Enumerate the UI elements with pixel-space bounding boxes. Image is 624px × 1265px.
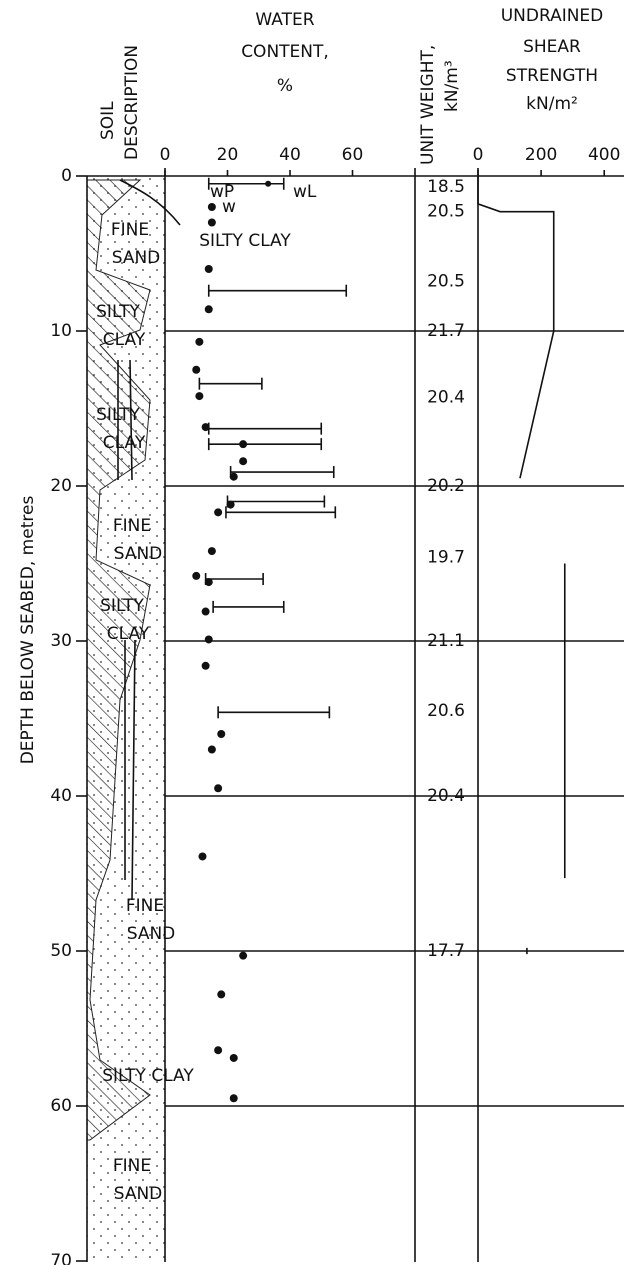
x-tick-label: 20 [217, 145, 239, 165]
soil-label: SILTY [100, 596, 144, 616]
water-point [192, 365, 201, 374]
header: CONTENT, [241, 42, 329, 62]
soil-label: FINE [111, 220, 149, 240]
soil-label: SAND [127, 924, 176, 944]
unit-weight: 19.7 [427, 547, 465, 567]
soil-label: FINE [126, 896, 164, 916]
y-tick-label: 60 [50, 1096, 72, 1116]
soil-label: SAND [114, 544, 163, 564]
unit-weight: 20.2 [427, 476, 465, 496]
water-point [204, 265, 213, 273]
unit-weight: 20.6 [427, 701, 465, 721]
water-point [201, 607, 210, 616]
water-point [201, 661, 210, 670]
soil-label: CLAY [107, 624, 150, 644]
water-point [239, 440, 248, 449]
unit-weight: 20.5 [427, 271, 465, 291]
y-tick-label: 10 [50, 321, 72, 341]
header: kN/m² [526, 94, 578, 114]
header: SOIL [98, 101, 118, 140]
unit-weight: 20.4 [427, 388, 465, 408]
frame [86, 168, 479, 1262]
y-tick-label: 20 [50, 476, 72, 496]
water-point [207, 745, 216, 754]
x-tick-label: 40 [279, 145, 301, 165]
header: STRENGTH [506, 66, 598, 86]
water-point [195, 392, 204, 401]
header: UNDRAINED [501, 6, 604, 26]
water-point [201, 423, 210, 432]
y-tick-label: 30 [50, 631, 72, 651]
unit-weight: 21.7 [427, 321, 465, 341]
soil-label: FINE [113, 1156, 151, 1176]
legend-label: w [222, 197, 236, 217]
water-point [207, 218, 216, 227]
soil-label: FINE [113, 516, 151, 536]
water-point [204, 635, 213, 644]
unit-weight: 17.7 [427, 941, 465, 961]
soil-label: CLAY [103, 330, 146, 350]
water-point [239, 457, 248, 466]
soil-label: SAND [114, 1184, 163, 1204]
soil-label: SAND [112, 248, 161, 268]
water-point [195, 337, 204, 346]
unit-weight: 21.1 [427, 631, 465, 651]
soil-column [86, 176, 181, 1262]
water-point [217, 990, 226, 999]
soil-label: CLAY [103, 433, 146, 453]
header: UNIT WEIGHT, [418, 45, 438, 165]
water-point [229, 1094, 238, 1103]
header: kN/m³ [442, 60, 462, 112]
soil-label: SILTY [96, 302, 140, 322]
water-point [214, 508, 223, 517]
water-point [192, 571, 201, 580]
water-point [204, 305, 213, 314]
water-point [229, 1053, 238, 1062]
y-tick-label: 40 [50, 786, 72, 806]
water-point [214, 1046, 223, 1055]
header: DESCRIPTION [122, 45, 142, 160]
soil-label: SILTY [96, 405, 140, 425]
shear-profile [477, 176, 566, 955]
soil-note: SILTY CLAY [199, 231, 291, 251]
y-tick-label: 50 [50, 941, 72, 961]
water-point [207, 203, 216, 211]
water-point [239, 951, 248, 960]
water-point [229, 472, 238, 481]
unit-weight: 18.5 [427, 177, 465, 197]
x-tick-label: 0 [160, 145, 171, 165]
unit-weight: 20.5 [427, 202, 465, 222]
x-tick-label: 200 [525, 145, 557, 165]
water-point [204, 578, 213, 587]
x-tick-label: 400 [588, 145, 620, 165]
water-point [217, 730, 226, 738]
y-tick-label: 70 [50, 1251, 72, 1265]
legend-label: wP [210, 182, 234, 202]
water-point [265, 180, 272, 187]
x-tick-label: 0 [473, 145, 484, 165]
soil-label: SILTY CLAY [102, 1066, 194, 1086]
water-point [226, 500, 235, 509]
y-axis-label: DEPTH BELOW SEABED, metres [18, 496, 38, 765]
y-tick-label: 0 [61, 166, 72, 186]
water-point [207, 547, 216, 556]
water-point [214, 784, 223, 793]
water-point [198, 852, 207, 861]
unit-weight: 20.4 [427, 786, 465, 806]
legend-label: wL [293, 182, 317, 202]
header: WATER [255, 10, 314, 30]
water-content: wPw wL [192, 177, 348, 1103]
x-tick-label: 60 [342, 145, 364, 165]
header: SHEAR [523, 37, 581, 57]
header: % [277, 76, 293, 96]
